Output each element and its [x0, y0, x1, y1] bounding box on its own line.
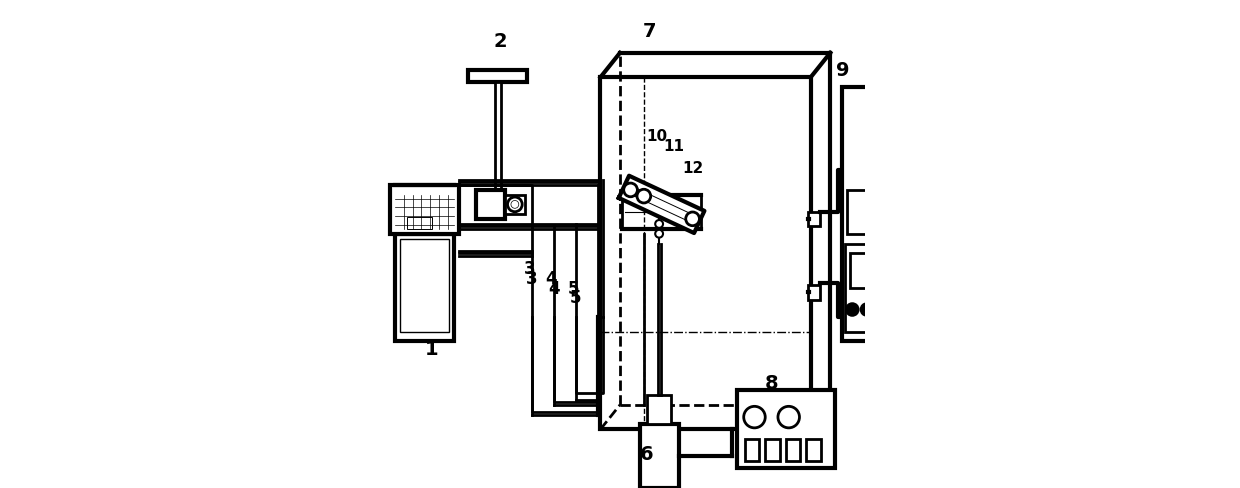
Text: 6: 6: [640, 445, 653, 463]
Text: 4: 4: [546, 269, 557, 287]
Bar: [469, 71, 527, 83]
Text: 3: 3: [523, 260, 536, 277]
Bar: [407, 217, 432, 229]
Bar: [765, 439, 780, 461]
Bar: [495, 83, 501, 195]
Bar: [806, 439, 821, 461]
Text: 1: 1: [425, 340, 439, 358]
Text: 7: 7: [642, 22, 656, 41]
Text: 3: 3: [526, 269, 538, 287]
Circle shape: [655, 221, 663, 228]
Text: 8: 8: [765, 374, 779, 392]
Circle shape: [507, 198, 522, 212]
Bar: [745, 439, 759, 461]
Bar: [847, 190, 925, 234]
Circle shape: [847, 304, 858, 316]
Bar: [786, 439, 801, 461]
Text: 9: 9: [836, 61, 849, 80]
Bar: [600, 78, 811, 429]
Bar: [738, 390, 836, 468]
Text: 10: 10: [646, 129, 667, 144]
Circle shape: [637, 190, 651, 203]
Circle shape: [875, 304, 888, 316]
Text: 5: 5: [568, 279, 579, 297]
Text: 2: 2: [494, 32, 507, 51]
Circle shape: [744, 407, 765, 428]
Bar: [391, 185, 459, 234]
Circle shape: [655, 230, 663, 238]
Circle shape: [861, 304, 873, 316]
Text: 12: 12: [683, 161, 704, 176]
Bar: [401, 239, 449, 332]
Circle shape: [511, 201, 518, 209]
Text: 5: 5: [570, 289, 582, 306]
Bar: [808, 285, 821, 300]
Bar: [640, 425, 678, 488]
Bar: [396, 234, 454, 342]
Bar: [505, 195, 525, 215]
Bar: [844, 244, 928, 332]
Circle shape: [624, 183, 637, 197]
Text: 11: 11: [663, 139, 684, 154]
Bar: [849, 254, 884, 288]
Text: 4: 4: [548, 279, 559, 297]
Circle shape: [777, 407, 800, 428]
Bar: [647, 395, 671, 425]
Bar: [808, 212, 821, 227]
Circle shape: [686, 213, 699, 226]
Bar: [476, 190, 505, 220]
Bar: [842, 88, 937, 342]
Polygon shape: [619, 176, 704, 234]
